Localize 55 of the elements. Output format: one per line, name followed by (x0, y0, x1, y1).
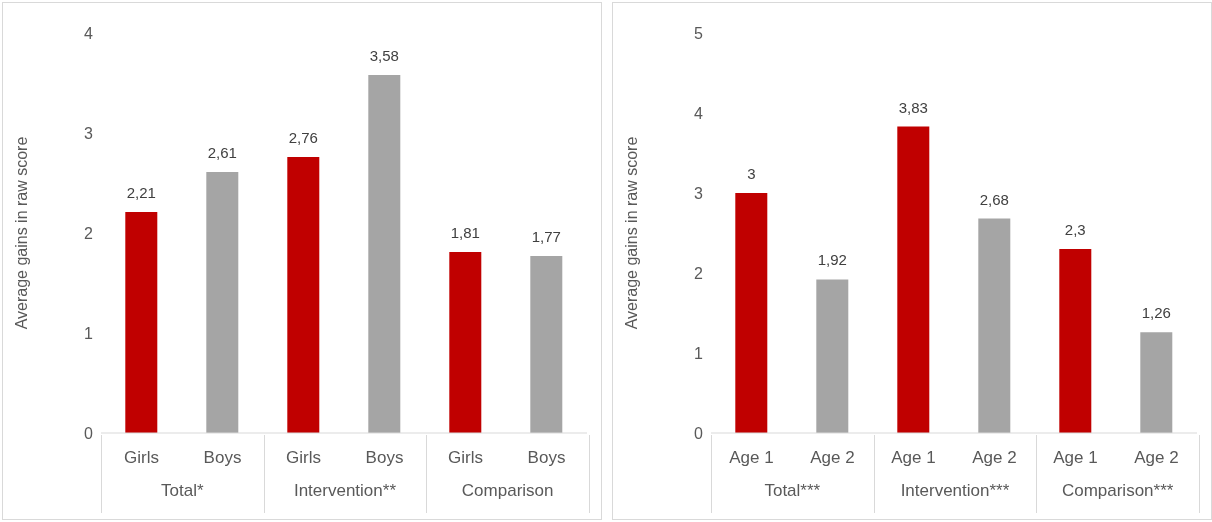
y-tick-label: 1 (694, 344, 704, 362)
y-tick-label: 0 (694, 424, 704, 442)
y-tick-label: 3 (84, 124, 94, 142)
bar (1059, 249, 1092, 433)
x-tick-label: Age 2 (810, 448, 855, 468)
bar (125, 212, 158, 433)
data-label: 3 (747, 165, 756, 182)
data-label: 3,83 (898, 98, 928, 116)
x-tick-label: Age 1 (1053, 448, 1098, 468)
x-tick-label: Age 2 (1134, 448, 1179, 468)
data-label: 1,81 (450, 224, 480, 241)
data-label: 1,26 (1141, 304, 1171, 322)
x-tick-label: Girls (448, 448, 483, 468)
bar (530, 256, 563, 433)
y-axis-title: Average gains in raw score (12, 136, 30, 330)
x-tick-label: Age 2 (972, 448, 1017, 468)
bar (287, 157, 320, 433)
bar (368, 75, 401, 433)
y-tick-label: 5 (694, 24, 704, 42)
text: Comparison*** (1060, 481, 1175, 501)
bar (206, 172, 239, 433)
x-tick-label: Age 1 (891, 448, 936, 468)
data-label: 1,77 (531, 228, 561, 245)
text: Total*** (763, 481, 822, 501)
text: Comparison (460, 481, 555, 501)
data-label: 2,68 (979, 190, 1009, 208)
y-tick-label: 4 (84, 24, 94, 42)
text: Intervention*** (899, 481, 1011, 501)
text: Intervention** (292, 481, 397, 501)
data-label: 2,76 (288, 129, 318, 146)
data-label: 3,58 (369, 47, 399, 64)
bar (1140, 332, 1173, 433)
bar (449, 252, 482, 433)
y-tick-label: 1 (84, 324, 94, 342)
y-tick-label: 2 (84, 224, 94, 242)
y-tick-label: 4 (694, 104, 704, 122)
data-label: 2,3 (1064, 221, 1086, 238)
bar (735, 193, 768, 433)
data-label: 1,92 (817, 251, 847, 269)
text: Total* (160, 481, 205, 501)
x-tick-label: Girls (286, 448, 321, 468)
x-tick-label: Boys (527, 448, 566, 468)
data-label: 2,61 (207, 144, 237, 161)
bar (816, 279, 849, 433)
data-label: 2,21 (126, 184, 156, 201)
y-axis-title: Average gains in raw score (622, 136, 640, 330)
bar (978, 218, 1011, 433)
x-tick-label: Boys (365, 448, 404, 468)
y-tick-label: 0 (84, 424, 94, 442)
x-tick-label: Age 1 (729, 448, 774, 468)
x-tick-label: Boys (203, 448, 242, 468)
x-tick-label: Girls (124, 448, 159, 468)
y-tick-label: 3 (694, 184, 704, 202)
y-tick-label: 2 (694, 264, 704, 282)
bar (897, 126, 930, 433)
